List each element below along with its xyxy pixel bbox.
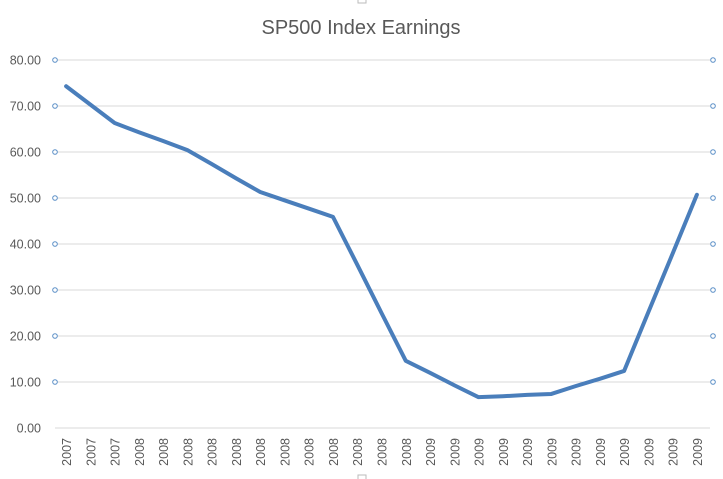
chart-title: SP500 Index Earnings bbox=[261, 17, 460, 39]
resize-handle-icon bbox=[52, 103, 58, 109]
x-tick-label: 2008 bbox=[133, 438, 147, 466]
y-tick-label: 0.00 bbox=[17, 422, 41, 436]
resize-handle-icon bbox=[52, 241, 58, 247]
x-tick-label: 2008 bbox=[278, 438, 292, 466]
chart-bottom-handle[interactable] bbox=[357, 474, 367, 479]
y-tick-label: 80.00 bbox=[10, 54, 41, 68]
x-tick-label: 2009 bbox=[473, 438, 487, 466]
y-tick-label: 10.00 bbox=[10, 376, 41, 390]
resize-handle-icon bbox=[710, 333, 716, 339]
x-tick-label: 2008 bbox=[230, 438, 244, 466]
x-tick-label: 2009 bbox=[570, 438, 584, 466]
x-tick-label: 2008 bbox=[181, 438, 195, 466]
x-tick-label: 2009 bbox=[618, 438, 632, 466]
x-tick-label: 2007 bbox=[60, 438, 74, 466]
resize-handle-icon bbox=[710, 149, 716, 155]
x-tick-label: 2008 bbox=[254, 438, 268, 466]
x-tick-label: 2008 bbox=[351, 438, 365, 466]
resize-handle-icon bbox=[710, 287, 716, 293]
y-tick-label: 50.00 bbox=[10, 192, 41, 206]
x-tick-label: 2009 bbox=[594, 438, 608, 466]
x-tick-label: 2009 bbox=[642, 438, 656, 466]
x-tick-label: 2009 bbox=[424, 438, 438, 466]
resize-handle-icon bbox=[710, 241, 716, 247]
resize-handle-icon bbox=[52, 379, 58, 385]
resize-handle-icon bbox=[52, 333, 58, 339]
x-tick-label: 2009 bbox=[521, 438, 535, 466]
x-tick-label: 2009 bbox=[545, 438, 559, 466]
x-tick-label: 2008 bbox=[376, 438, 390, 466]
x-tick-label: 2007 bbox=[84, 438, 98, 466]
chart-top-handle[interactable] bbox=[357, 0, 367, 4]
x-tick-label: 2009 bbox=[691, 438, 705, 466]
resize-handle-icon bbox=[52, 195, 58, 201]
x-tick-label: 2009 bbox=[497, 438, 511, 466]
resize-handle-icon bbox=[52, 149, 58, 155]
resize-handle-icon bbox=[52, 57, 58, 63]
resize-handle-icon bbox=[710, 195, 716, 201]
x-tick-label: 2009 bbox=[448, 438, 462, 466]
resize-handle-icon bbox=[710, 103, 716, 109]
x-tick-label: 2008 bbox=[157, 438, 171, 466]
y-tick-label: 70.00 bbox=[10, 100, 41, 114]
resize-handle-icon bbox=[710, 379, 716, 385]
x-tick-label: 2009 bbox=[667, 438, 681, 466]
y-tick-label: 30.00 bbox=[10, 284, 41, 298]
x-tick-label: 2008 bbox=[206, 438, 220, 466]
x-tick-label: 2008 bbox=[400, 438, 414, 466]
resize-handle-icon bbox=[710, 57, 716, 63]
x-tick-label: 2007 bbox=[109, 438, 123, 466]
series-line bbox=[64, 84, 699, 400]
x-tick-label: 2008 bbox=[303, 438, 317, 466]
x-tick-label: 2008 bbox=[327, 438, 341, 466]
y-tick-label: 40.00 bbox=[10, 238, 41, 252]
y-tick-label: 20.00 bbox=[10, 330, 41, 344]
y-tick-label: 60.00 bbox=[10, 146, 41, 160]
resize-handle-icon bbox=[52, 287, 58, 293]
